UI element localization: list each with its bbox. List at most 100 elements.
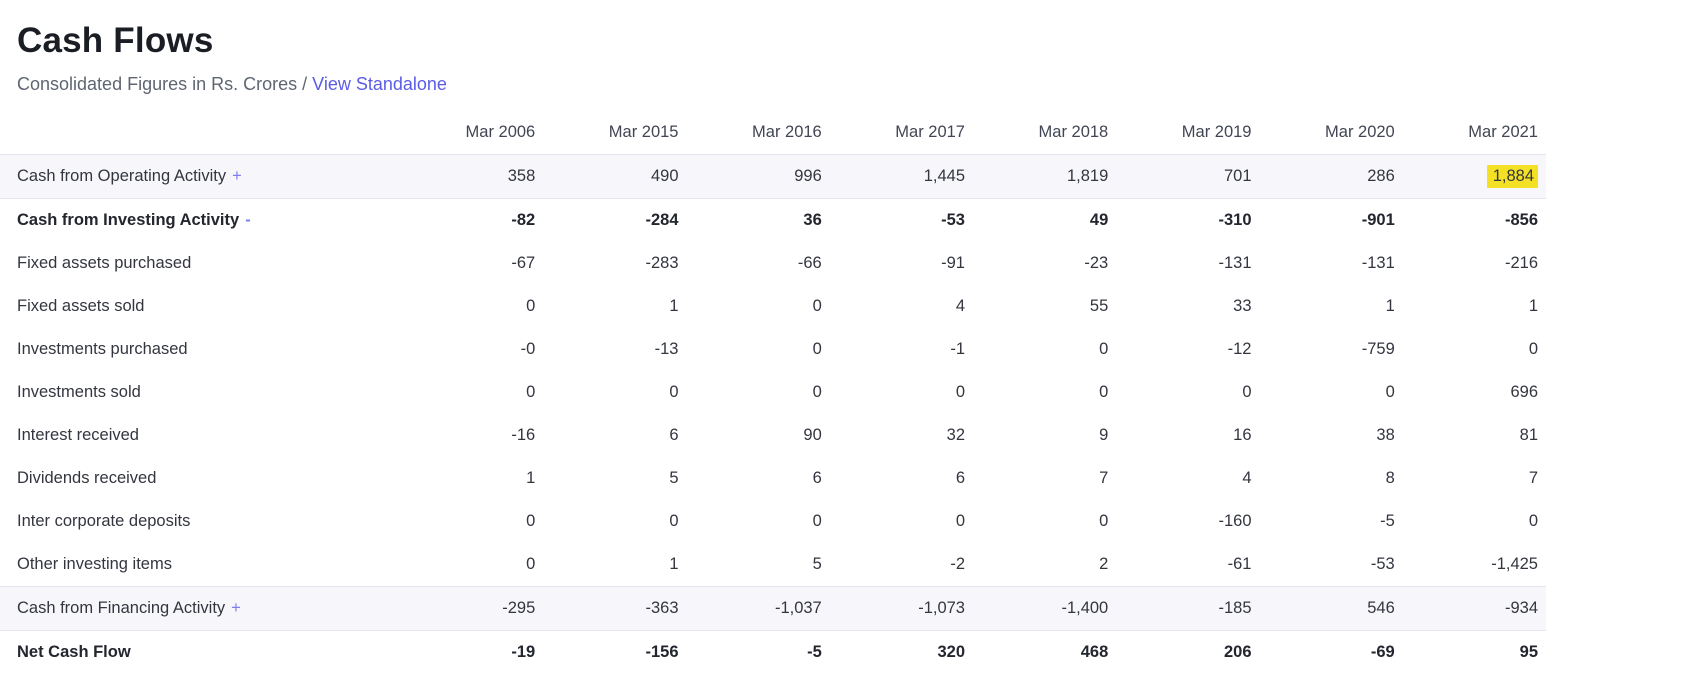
cell-value: -1,037 <box>686 586 830 632</box>
cell-value: 1 <box>1385 297 1395 316</box>
cell-value: 0 <box>526 297 536 316</box>
cell-value: 1 <box>669 555 679 574</box>
cell-value: 55 <box>1089 297 1109 316</box>
cell-value: 996 <box>686 154 830 200</box>
cell-value: 0 <box>1528 340 1538 359</box>
collapse-toggle[interactable]: - <box>245 211 251 230</box>
cell-value: -23 <box>1084 254 1109 273</box>
row-label-cell: Cash from Financing Activity + <box>0 586 400 632</box>
table-row: Cash from Investing Activity - -82 -284 36 -5… <box>0 199 1546 243</box>
cash-flows-section: Cash Flows Consolidated Figures in Rs. C… <box>0 21 1546 675</box>
row-label-cell: Investments purchased <box>0 328 400 371</box>
cell-value: -160 <box>1218 512 1252 531</box>
cell-value: 81 <box>1519 426 1538 445</box>
cell-value: 468 <box>973 630 1117 675</box>
cell-value: -856 <box>1504 211 1538 230</box>
table-row: Fixed assets purchased -67 -283 -66 -91 -23 -1… <box>0 242 1546 285</box>
column-header: Mar 2015 <box>608 123 679 142</box>
cell-value: -759 <box>1361 340 1395 359</box>
row-label: Interest received <box>17 426 139 445</box>
cell-value: 5 <box>669 469 679 488</box>
cell-value: 4 <box>955 297 965 316</box>
cell-value: 0 <box>526 383 536 402</box>
row-label: Inter corporate deposits <box>17 512 191 531</box>
expand-toggle[interactable]: + <box>231 599 241 618</box>
cell-value: -131 <box>1218 254 1252 273</box>
column-header: Mar 2018 <box>1038 123 1109 142</box>
cell-value: 7 <box>1528 469 1538 488</box>
table-row: Fixed assets sold 0 1 0 4 55 33 1 1 <box>0 285 1546 328</box>
table-row: Net Cash Flow -19 -156 -5 320 468 206 -69 95 <box>0 630 1546 675</box>
table-row: Dividends received 1 5 6 6 7 4 8 7 <box>0 457 1546 500</box>
cell-value: -19 <box>400 630 544 675</box>
subtitle-text: Consolidated Figures in Rs. Crores / <box>17 74 308 95</box>
cell-value: -13 <box>654 340 679 359</box>
cell-value: -69 <box>1259 630 1403 675</box>
row-label-cell: Interest received <box>0 414 400 457</box>
row-label: Investments sold <box>17 383 141 402</box>
row-label-cell: Fixed assets sold <box>0 285 400 328</box>
cell-value: 6 <box>669 426 679 445</box>
cell-value: 206 <box>1116 630 1260 675</box>
table-row: Other investing items 0 1 5 -2 2 -61 -53 -1,425 <box>0 543 1546 587</box>
cell-value: -0 <box>520 340 536 359</box>
cell-value: -53 <box>1370 555 1395 574</box>
cell-value: 546 <box>1259 586 1403 632</box>
cell-value: -1,073 <box>829 586 973 632</box>
view-standalone-link[interactable]: View Standalone <box>312 74 447 95</box>
table-row: Cash from Operating Activity +358 490 996 1,… <box>0 154 1546 200</box>
cell-value: -67 <box>511 254 536 273</box>
cell-value: 0 <box>812 383 822 402</box>
cell-value: -310 <box>1218 211 1252 230</box>
row-label-cell: Fixed assets purchased <box>0 242 400 285</box>
cell-value: 1 <box>669 297 679 316</box>
cell-value: 36 <box>803 211 822 230</box>
page-title: Cash Flows <box>17 21 214 60</box>
row-label: Fixed assets purchased <box>17 254 192 273</box>
table-row: Interest received -16 6 90 32 9 16 38 81 <box>0 414 1546 457</box>
cell-value: 0 <box>955 512 965 531</box>
expand-toggle[interactable]: + <box>232 167 242 186</box>
cell-value: 0 <box>1385 383 1395 402</box>
row-label-cell: Cash from Operating Activity + <box>0 154 400 200</box>
cell-value: -61 <box>1227 555 1252 574</box>
table-row: Cash from Financing Activity + -295 -363 -1,… <box>0 586 1546 632</box>
row-label: Cash from Investing Activity <box>17 211 240 230</box>
row-label-cell: Net Cash Flow <box>0 630 400 675</box>
row-label-cell: Investments sold <box>0 371 400 414</box>
cell-value: 4 <box>1242 469 1252 488</box>
cell-value: 38 <box>1376 426 1395 445</box>
column-header: Mar 2016 <box>752 123 822 142</box>
cell-value: -295 <box>400 586 544 632</box>
cell-value: -363 <box>543 586 687 632</box>
cell-value: -934 <box>1402 586 1546 632</box>
cell-value: -1 <box>950 340 965 359</box>
cell-value: -283 <box>645 254 679 273</box>
cell-value: 49 <box>1089 211 1109 230</box>
row-label-cell: Dividends received <box>0 457 400 500</box>
cell-value: 286 <box>1259 154 1403 200</box>
subtitle: Consolidated Figures in Rs. Crores / Vie… <box>17 72 1546 96</box>
cell-value: 358 <box>400 154 544 200</box>
cell-value: 90 <box>803 426 822 445</box>
column-header: Mar 2017 <box>895 123 965 142</box>
row-label: Fixed assets sold <box>17 297 145 316</box>
column-header: Mar 2006 <box>465 123 536 142</box>
column-header-spacer <box>0 111 400 155</box>
cell-value: 490 <box>543 154 687 200</box>
cell-value: -2 <box>950 555 965 574</box>
cell-value: 0 <box>1099 383 1109 402</box>
table-header-row: Mar 2006 Mar 2015 Mar 2016 Mar 2017 Mar 2018… <box>0 111 1546 155</box>
cell-value: 1,884 <box>1402 154 1546 200</box>
cell-value: 32 <box>946 426 965 445</box>
column-header: Mar 2020 <box>1325 123 1395 142</box>
row-label: Cash from Financing Activity <box>17 599 226 618</box>
table-row: Inter corporate deposits 0 0 0 0 0 -160 -5 0 <box>0 500 1546 543</box>
cell-value: 0 <box>1242 383 1252 402</box>
cell-value: 0 <box>1528 512 1538 531</box>
cell-value: -53 <box>941 211 965 230</box>
cell-value: -91 <box>941 254 965 273</box>
cell-value: 2 <box>1099 555 1109 574</box>
row-label: Cash from Operating Activity <box>17 167 227 186</box>
cell-value: 0 <box>812 340 822 359</box>
